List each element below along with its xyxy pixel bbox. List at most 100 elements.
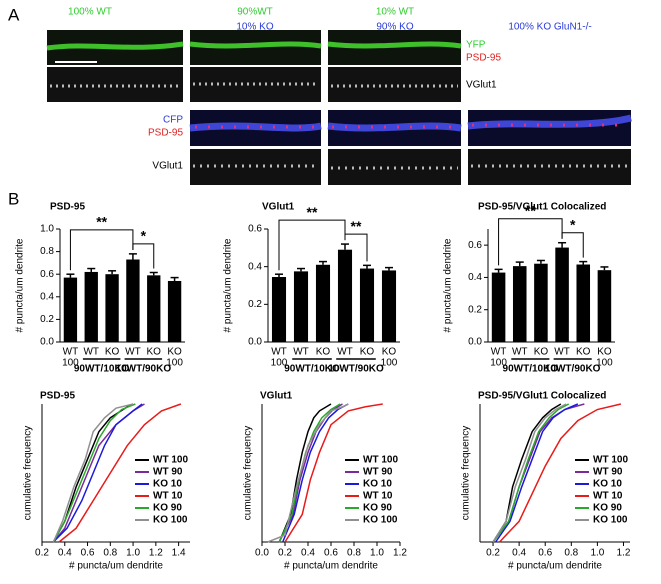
channel-label: PSD-95 <box>466 53 501 64</box>
group-label: 10WT/90KO <box>328 364 384 375</box>
puncta <box>50 82 458 88</box>
puncta <box>195 123 628 129</box>
legend-label: KO 10 <box>593 479 622 490</box>
x-axis-label: # puncta/um dendrite <box>69 561 163 572</box>
legend-label: WT 10 <box>593 491 623 502</box>
x-tick-label: 1.0 <box>126 548 140 559</box>
x-tick-label: WT <box>512 347 528 358</box>
bar <box>512 266 527 342</box>
x-tick-sublabel: 100 <box>490 358 507 369</box>
significance-bracket <box>132 243 155 269</box>
chart-title: VGlut1 <box>260 391 293 402</box>
group-label: 90WT/10KO <box>503 364 559 375</box>
y-axis-label: cumulative frequency <box>243 426 254 521</box>
y-tick-label: 0.2 <box>248 299 262 310</box>
legend-label: KO 100 <box>153 515 188 526</box>
cdf-line <box>267 403 349 543</box>
x-tick-label: KO <box>534 347 549 358</box>
bar <box>597 270 612 342</box>
x-tick-label: WT <box>491 347 507 358</box>
panel-label: A <box>8 5 20 24</box>
legend-label: KO 100 <box>363 515 398 526</box>
y-tick-label: 0.4 <box>40 291 54 302</box>
y-tick-label: 0.6 <box>40 269 54 280</box>
y-tick-label: 0.4 <box>468 272 482 283</box>
channel-label: YFP <box>466 40 486 51</box>
chart-title: PSD-95 <box>40 391 75 402</box>
x-tick-label: 0.2 <box>486 548 500 559</box>
x-tick-label: 0.0 <box>255 548 269 559</box>
significance-bracket <box>344 233 368 262</box>
chart-title: PSD-95/VGlut1 Colocalized <box>478 202 606 213</box>
bar <box>271 277 287 342</box>
significance-label: ** <box>525 202 536 218</box>
group-label: 90WT/10KO <box>74 364 130 375</box>
legend-label: WT 90 <box>363 467 393 478</box>
bar <box>84 271 98 342</box>
cdf-line <box>492 403 567 543</box>
chart-title: PSD-95/VGlut1 Colocalized <box>478 391 606 402</box>
cdf-line <box>492 403 570 543</box>
x-tick-label: KO <box>316 347 331 358</box>
x-tick-label: KO <box>360 347 375 358</box>
y-axis-label: # puncta/um dendrite <box>15 238 26 332</box>
x-tick-label: 0.4 <box>301 548 315 559</box>
x-tick-label: 1.2 <box>617 548 631 559</box>
column-label: 90%WT <box>237 7 273 18</box>
x-tick-label: KO <box>105 347 120 358</box>
bar <box>63 277 78 342</box>
x-tick-label: 0.6 <box>538 548 552 559</box>
significance-label: ** <box>307 204 318 220</box>
x-tick-label: 0.2 <box>35 548 49 559</box>
x-tick-label: KO <box>382 347 397 358</box>
bar <box>337 249 353 342</box>
channel-label: CFP <box>163 115 183 126</box>
bar <box>167 280 182 342</box>
bar <box>491 272 506 342</box>
y-axis-label: cumulative frequency <box>461 426 472 521</box>
y-tick-label: 1.0 <box>40 224 54 235</box>
column-label: 100% WT <box>68 7 112 18</box>
x-tick-label: WT <box>63 347 79 358</box>
channel-label: PSD-95 <box>148 128 183 139</box>
x-tick-sublabel: 100 <box>271 358 288 369</box>
y-tick-label: 0.6 <box>248 224 262 235</box>
legend-label: WT 100 <box>153 455 188 466</box>
cdf-line <box>52 403 136 543</box>
micrograph <box>468 110 631 146</box>
y-axis-label: cumulative frequency <box>23 426 34 521</box>
x-tick-label: 1.0 <box>590 548 604 559</box>
x-tick-label: 0.8 <box>564 548 578 559</box>
bar <box>293 271 309 342</box>
legend-label: WT 90 <box>593 467 623 478</box>
y-tick-label: 0.0 <box>248 337 262 348</box>
cdf-line <box>499 403 622 543</box>
x-tick-label: WT <box>83 347 99 358</box>
x-tick-label: 0.6 <box>324 548 338 559</box>
legend-label: WT 100 <box>363 455 398 466</box>
y-tick-label: 0.0 <box>40 337 54 348</box>
x-tick-sublabel: 100 <box>62 358 79 369</box>
significance-label: * <box>570 216 576 232</box>
y-tick-label: 0.8 <box>40 246 54 257</box>
x-tick-label: WT <box>271 347 287 358</box>
panel-label: B <box>8 189 19 208</box>
significance-bracket <box>278 219 346 271</box>
bar <box>359 268 375 342</box>
x-tick-label: KO <box>597 347 612 358</box>
y-axis-label: # puncta/um dendrite <box>223 238 234 332</box>
column-label: 10% WT <box>376 7 414 18</box>
chart-title: VGlut1 <box>262 202 295 213</box>
bar <box>555 247 569 342</box>
x-tick-label: 0.8 <box>103 548 117 559</box>
column-label: 10% KO <box>236 22 273 33</box>
x-tick-label: 0.8 <box>347 548 361 559</box>
legend-label: KO 90 <box>363 503 392 514</box>
x-tick-sublabel: 100 <box>166 358 183 369</box>
y-tick-label: 0.0 <box>468 337 482 348</box>
channel-label: VGlut1 <box>466 80 497 91</box>
significance-bracket <box>69 229 134 271</box>
significance-label: ** <box>351 218 362 234</box>
legend-label: WT 100 <box>593 455 628 466</box>
